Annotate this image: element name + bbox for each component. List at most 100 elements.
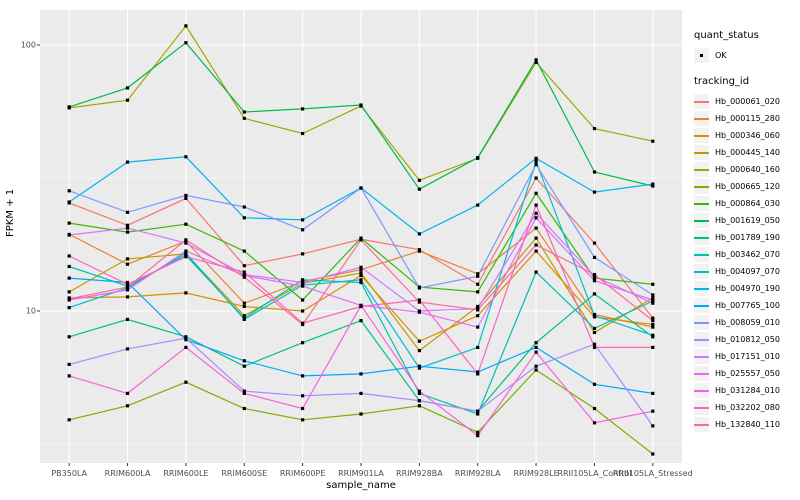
legend-item-label: Hb_132840_110 <box>715 420 780 429</box>
data-point <box>592 406 597 411</box>
data-point <box>651 182 655 186</box>
data-point <box>242 304 246 309</box>
data-point <box>417 249 421 253</box>
data-point <box>417 349 421 353</box>
legend-item-Hb_000640_160: Hb_000640_160 <box>694 161 800 178</box>
data-point <box>534 216 538 220</box>
data-point <box>476 370 480 374</box>
data-point <box>476 203 480 207</box>
data-point <box>476 345 480 349</box>
legend-item-Hb_001789_190: Hb_001789_190 <box>694 229 800 246</box>
data-point <box>651 333 655 337</box>
x-tick-label: RRIM600PE <box>279 469 326 478</box>
x-tick-label: RRII105LA_Stressed <box>612 469 693 478</box>
legend-key-swatch <box>694 349 709 364</box>
data-point <box>242 275 246 279</box>
data-point <box>359 278 363 282</box>
data-point <box>242 359 246 363</box>
legend-line-icon <box>694 186 709 188</box>
data-point <box>592 330 597 335</box>
x-tick-label: RRIM928BA <box>396 469 443 478</box>
legend-item-label: Hb_000445_140 <box>715 148 780 157</box>
data-point <box>359 280 363 285</box>
legend-line-icon <box>694 356 709 358</box>
legend-key-swatch <box>694 247 709 262</box>
data-point <box>534 60 538 64</box>
data-point <box>534 249 538 253</box>
data-point <box>417 364 421 368</box>
data-point <box>592 241 597 245</box>
data-point <box>242 264 246 268</box>
data-point <box>592 314 597 318</box>
data-point <box>184 193 188 197</box>
data-point <box>417 366 421 370</box>
data-point <box>534 156 538 160</box>
data-point <box>417 178 421 182</box>
legend-line-icon <box>694 101 709 103</box>
data-point <box>534 368 538 372</box>
data-point <box>184 24 188 28</box>
legend-item-label: Hb_000061_020 <box>715 97 780 106</box>
legend-key-swatch <box>694 332 709 347</box>
legend-quant-status-title: quant_status <box>694 30 759 41</box>
data-point <box>359 186 363 190</box>
x-tick-label: RRII105LA_Control <box>557 469 632 478</box>
legend-item-Hb_132840_110: Hb_132840_110 <box>694 416 800 433</box>
data-point <box>242 391 246 395</box>
data-point <box>534 203 538 207</box>
x-tick-label: RRIM600SE <box>221 469 268 478</box>
legend-key-swatch <box>694 145 709 160</box>
data-point <box>534 226 538 230</box>
data-point <box>592 345 597 349</box>
legend-line-icon <box>694 305 709 307</box>
data-point <box>417 404 421 408</box>
data-point <box>184 380 188 384</box>
legend-item-label: Hb_001619_050 <box>715 216 780 225</box>
data-point <box>534 364 538 368</box>
data-point <box>417 232 421 236</box>
data-point <box>242 273 246 278</box>
data-point <box>184 241 188 245</box>
legend-item-label: Hb_004097_070 <box>715 267 780 276</box>
data-point <box>67 374 71 378</box>
data-point <box>242 317 246 321</box>
data-point <box>359 372 363 376</box>
data-point <box>301 280 305 285</box>
data-point <box>476 372 480 376</box>
legend-key-swatch <box>694 281 709 296</box>
data-point <box>534 270 538 274</box>
legend-line-icon <box>694 237 709 239</box>
legend-item-Hb_007765_100: Hb_007765_100 <box>694 297 800 314</box>
data-point <box>301 252 305 256</box>
data-point <box>359 304 363 309</box>
data-point <box>534 159 538 163</box>
legend-line-icon <box>694 424 709 426</box>
data-point <box>592 276 597 280</box>
legend-line-icon <box>694 152 709 154</box>
data-point <box>651 139 655 143</box>
legend-key-swatch <box>694 315 709 330</box>
data-point <box>417 391 421 395</box>
legend-item-label: Hb_025557_050 <box>715 369 780 378</box>
x-axis-title: sample_name <box>326 480 396 491</box>
data-point <box>242 216 246 220</box>
data-point <box>359 238 363 242</box>
data-point <box>651 319 655 323</box>
data-point <box>592 326 597 330</box>
legend-item-Hb_010812_050: Hb_010812_050 <box>694 331 800 348</box>
legend-item-label: Hb_031284_010 <box>715 386 780 395</box>
data-point <box>476 290 480 294</box>
data-point <box>534 341 538 345</box>
data-point <box>651 282 655 286</box>
data-point <box>476 434 480 438</box>
legend-item-Hb_004097_070: Hb_004097_070 <box>694 263 800 280</box>
legend-item-Hb_000346_060: Hb_000346_060 <box>694 127 800 144</box>
legend-line-icon <box>694 322 709 324</box>
black-point-icon <box>700 54 703 57</box>
data-point <box>592 342 597 346</box>
data-point <box>417 310 421 314</box>
data-point <box>417 187 421 191</box>
data-point <box>242 110 246 114</box>
data-point <box>125 347 130 351</box>
